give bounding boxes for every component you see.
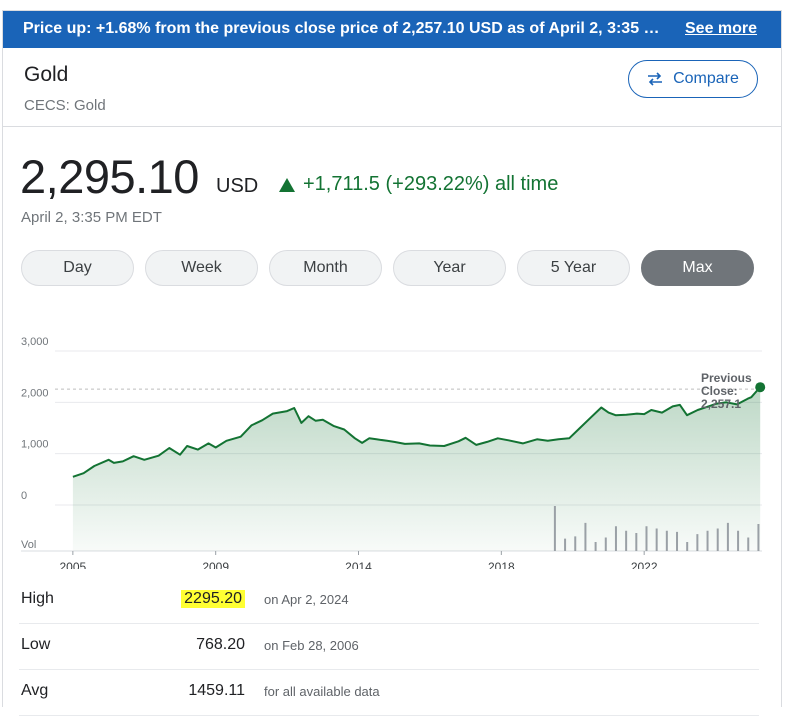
volume-bar [625, 530, 628, 551]
range-button-year[interactable]: Year [393, 250, 506, 286]
banner-text: Price up: +1.68% from the previous close… [23, 20, 661, 37]
range-button-5-year[interactable]: 5 Year [517, 250, 630, 286]
y-tick-label: 0 [21, 490, 27, 502]
y-tick-label: 2,000 [21, 387, 49, 399]
stat-row-low: Low 768.20 on Feb 28, 2006 [19, 623, 759, 670]
stat-value: 1459.11 [188, 682, 245, 699]
volume-bar [706, 530, 709, 551]
currency-label: USD [216, 175, 259, 197]
volume-bar [574, 536, 577, 551]
volume-bar [696, 534, 699, 551]
stat-label: Low [21, 636, 51, 653]
stat-note: on Apr 2, 2024 [264, 592, 349, 607]
range-button-day[interactable]: Day [21, 250, 134, 286]
stat-label: High [21, 590, 54, 607]
y-tick-label: 3,000 [21, 336, 49, 348]
x-tick-label: 2009 [202, 560, 229, 569]
volume-bar [645, 526, 648, 551]
stat-value: 768.20 [196, 636, 245, 653]
stat-label: Avg [21, 682, 49, 699]
price-line [72, 386, 761, 478]
volume-bar [716, 528, 719, 551]
previous-close-value: 2,257.1 [701, 397, 741, 411]
previous-close-label: Previous [701, 371, 752, 385]
volume-bar [614, 526, 617, 551]
price-change-text: +1,711.5 (+293.22%) all time [303, 173, 559, 195]
swap-arrows-icon [647, 72, 663, 86]
volume-bar [665, 530, 668, 551]
see-more-link[interactable]: See more [685, 20, 758, 37]
volume-bar [584, 522, 587, 551]
header-divider [3, 126, 781, 127]
volume-bar [747, 537, 750, 551]
y-tick-label: 1,000 [21, 439, 49, 451]
compare-label: Compare [673, 70, 739, 87]
volume-bar [553, 506, 556, 551]
x-tick-label: 2022 [631, 560, 658, 569]
x-tick-label: 2018 [488, 560, 515, 569]
price-change-banner: Price up: +1.68% from the previous close… [3, 11, 781, 48]
current-price-point [755, 382, 766, 393]
range-button-week[interactable]: Week [145, 250, 258, 286]
volume-bar [604, 537, 607, 551]
x-tick-label: 2014 [345, 560, 372, 569]
stat-note: on Feb 28, 2006 [264, 638, 359, 653]
volume-bar [564, 538, 567, 551]
volume-bar [655, 528, 658, 551]
current-price: 2,295.10 [20, 150, 199, 203]
volume-bar [594, 542, 597, 551]
stat-row-avg: Avg 1459.11 for all available data [19, 669, 759, 716]
x-tick-label: 2005 [60, 560, 87, 569]
volume-bar [757, 524, 760, 551]
range-button-month[interactable]: Month [269, 250, 382, 286]
price-area [72, 387, 761, 551]
volume-bar [737, 530, 740, 551]
volume-bar [635, 533, 638, 551]
volume-bar [686, 542, 689, 551]
compare-button[interactable]: Compare [628, 60, 758, 98]
stat-row-high: High 2295.20 on Apr 2, 2024 [19, 577, 759, 624]
gold-quote-card: Price up: +1.68% from the previous close… [2, 10, 782, 716]
asset-subtitle: CECS: Gold [24, 97, 106, 114]
price-timestamp: April 2, 3:35 PM EDT [21, 209, 162, 226]
price-chart: 3,000 2,000 1,000 0 Vol PreviousClose:2,257.1… [21, 336, 766, 569]
volume-bar [676, 531, 679, 551]
stat-note: for all available data [264, 684, 380, 699]
asset-title: Gold [24, 63, 69, 86]
up-arrow-icon [279, 177, 295, 192]
previous-close-label: Close: [701, 384, 738, 398]
volume-label: Vol [21, 539, 36, 551]
range-button-max[interactable]: Max [641, 250, 754, 286]
volume-bar [726, 522, 729, 551]
price-change: +1,711.5 (+293.22%) all time [279, 173, 558, 196]
stat-value: 2295.20 [181, 590, 245, 608]
